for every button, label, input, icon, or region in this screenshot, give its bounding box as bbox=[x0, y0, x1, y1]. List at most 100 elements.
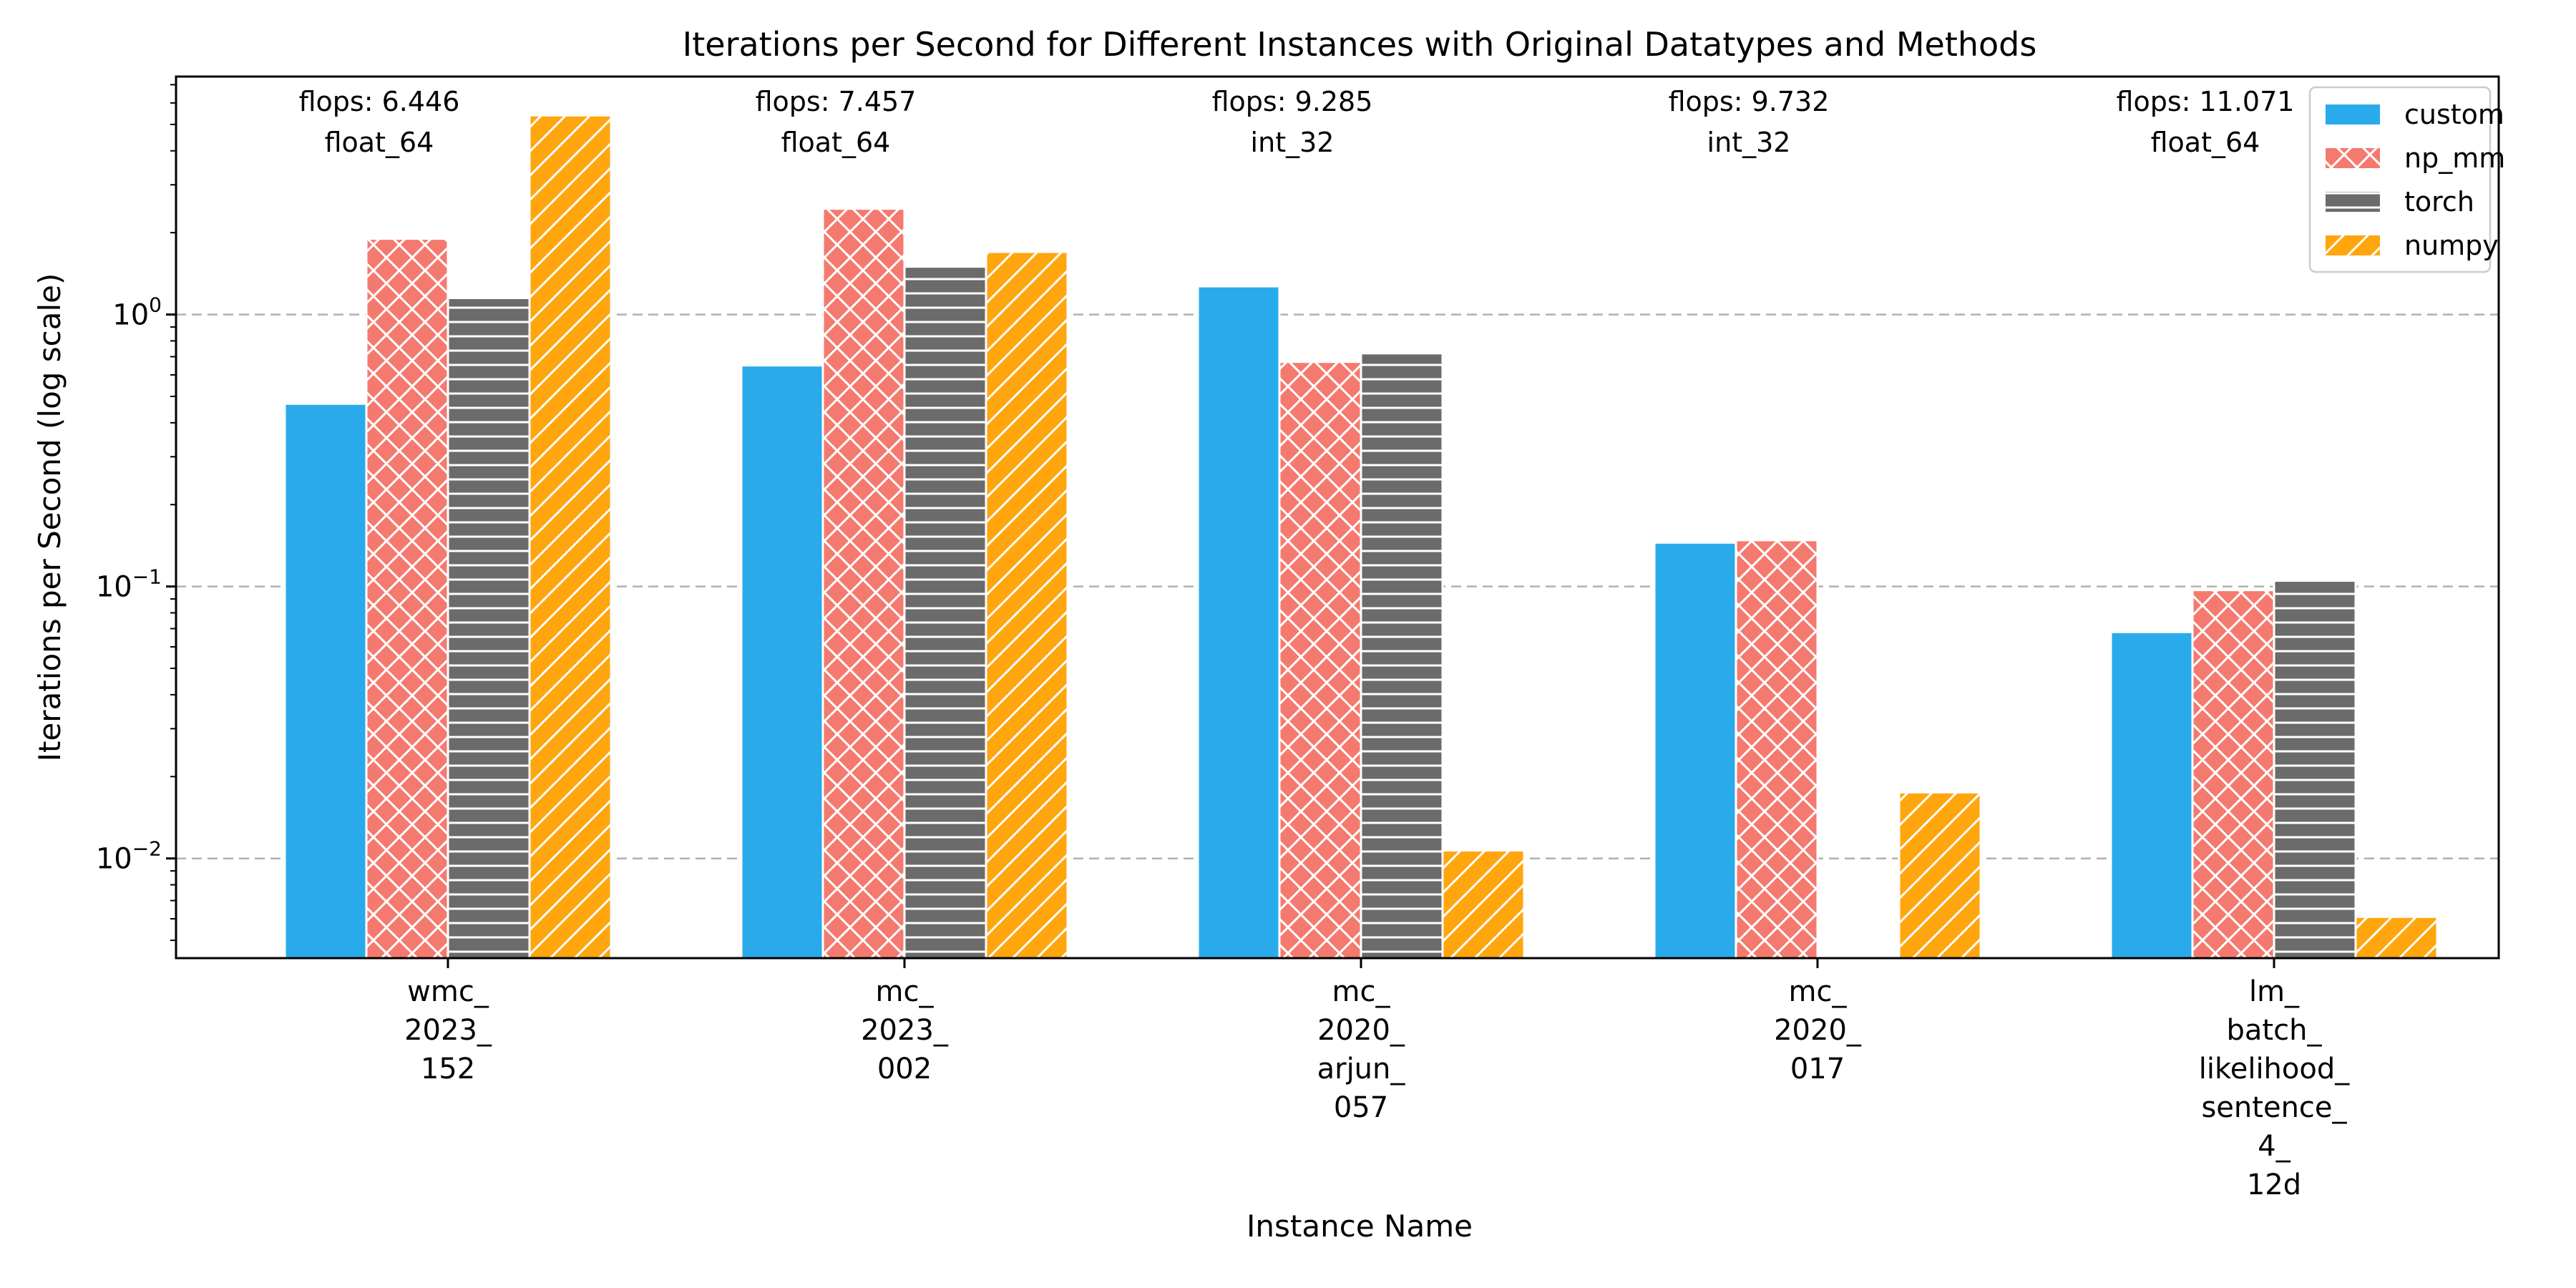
bar-custom bbox=[1653, 541, 1737, 960]
bar-hatch bbox=[904, 266, 986, 958]
legend-label: custom bbox=[2404, 99, 2504, 130]
legend-box bbox=[2308, 86, 2492, 273]
y-tick-base: 10 bbox=[96, 571, 132, 604]
bar-custom bbox=[740, 364, 824, 960]
annotation-dtype: int_32 bbox=[1707, 127, 1791, 158]
x-tick-label-line: 002 bbox=[877, 1053, 932, 1085]
y-axis-label: Iterations per Second (log scale) bbox=[32, 273, 67, 762]
annotation: flops: 7.457 float_64 bbox=[756, 86, 917, 158]
x-tick-label-line: 057 bbox=[1334, 1091, 1388, 1124]
bar-torch bbox=[2273, 580, 2357, 960]
bars bbox=[283, 114, 2439, 960]
annotation-flops: flops: 9.285 bbox=[1212, 86, 1373, 117]
chart-title: Iterations per Second for Different Inst… bbox=[683, 25, 2037, 64]
x-tick-label-line: mc_ bbox=[1332, 975, 1391, 1008]
y-tick-label: 10−1 bbox=[96, 565, 162, 604]
x-tick-label: mc_ 2023_ 002 bbox=[861, 975, 949, 1085]
x-axis-label: Instance Name bbox=[1246, 1209, 1473, 1244]
bar-np_mm bbox=[365, 238, 449, 960]
plot-frame bbox=[175, 75, 2500, 960]
annotation-flops: flops: 11.071 bbox=[2117, 86, 2295, 117]
x-tick-label-line: mc_ bbox=[876, 975, 935, 1008]
bar-torch bbox=[447, 297, 531, 960]
bar-numpy bbox=[528, 114, 613, 960]
legend-item-numpy: numpy bbox=[2326, 230, 2499, 261]
annotation-dtype: float_64 bbox=[325, 127, 434, 158]
bar-numpy bbox=[1441, 849, 1526, 960]
bar-hatch bbox=[823, 208, 904, 958]
y-tick-exponent: 0 bbox=[149, 293, 162, 317]
x-tick-label: lm_ batch_ likelihood_ sentence_ 4_ 12d bbox=[2199, 975, 2350, 1201]
bar-hatch bbox=[2192, 590, 2274, 958]
annotation-flops: flops: 6.446 bbox=[299, 86, 460, 117]
legend-label: numpy bbox=[2404, 230, 2499, 261]
annotation-flops: flops: 7.457 bbox=[756, 86, 917, 117]
bar-np_mm bbox=[1735, 539, 1819, 960]
bar-fill bbox=[1653, 541, 1737, 960]
bar-numpy bbox=[2354, 915, 2439, 960]
x-tick-label-line: 12d bbox=[2247, 1169, 2301, 1201]
bar-fill bbox=[2109, 630, 2194, 960]
bar-custom bbox=[283, 402, 368, 960]
x-tick-label-line: batch_ bbox=[2227, 1014, 2323, 1047]
bar-fill bbox=[283, 402, 368, 960]
x-tick-label-line: lm_ bbox=[2249, 975, 2300, 1008]
x-tick-label-line: 2020_ bbox=[1317, 1014, 1405, 1047]
x-tick-label: wmc_ 2023_ 152 bbox=[404, 975, 492, 1085]
annotation-dtype: float_64 bbox=[2151, 127, 2260, 158]
flops-annotations: flops: 6.446 float_64 flops: 7.457 float_64… bbox=[299, 86, 2295, 158]
legend-swatch-hatch bbox=[2326, 148, 2380, 168]
annotation: flops: 11.071 float_64 bbox=[2117, 86, 2295, 158]
x-tick-label-line: 017 bbox=[1790, 1053, 1845, 1085]
bar-numpy bbox=[1898, 791, 1982, 960]
bar-hatch bbox=[2356, 917, 2437, 958]
x-tick-label-line: 2023_ bbox=[404, 1014, 492, 1047]
bar-hatch bbox=[1736, 540, 1818, 958]
x-tick-label: mc_ 2020_ arjun_ 057 bbox=[1317, 975, 1406, 1124]
x-tick-label-line: wmc_ bbox=[407, 975, 489, 1008]
bar-hatch bbox=[448, 298, 530, 958]
bar-fill bbox=[1196, 285, 1281, 960]
y-tick-exponent: −1 bbox=[132, 565, 162, 589]
x-tick-label-line: 152 bbox=[421, 1053, 475, 1085]
y-tick-label: 10−2 bbox=[96, 837, 162, 876]
bar-numpy bbox=[985, 250, 1069, 960]
annotation: flops: 9.732 int_32 bbox=[1669, 86, 1830, 158]
x-tick-label-line: likelihood_ bbox=[2199, 1053, 2350, 1085]
y-tick-exponent: −2 bbox=[132, 837, 162, 861]
bar-hatch bbox=[1443, 850, 1524, 958]
bar-hatch bbox=[1899, 792, 1981, 958]
bar-hatch bbox=[530, 115, 611, 959]
annotation: flops: 6.446 float_64 bbox=[299, 86, 460, 158]
x-tick-label-line: mc_ bbox=[1789, 975, 1848, 1008]
legend-swatch-hatch bbox=[2326, 192, 2380, 212]
legend-label: torch bbox=[2404, 186, 2474, 218]
legend-item-custom: custom bbox=[2326, 99, 2504, 130]
x-tick-label-line: arjun_ bbox=[1317, 1053, 1406, 1085]
bar-hatch bbox=[2274, 580, 2356, 958]
legend-label: np_mm bbox=[2404, 142, 2505, 174]
bar-hatch bbox=[366, 238, 448, 959]
bar-custom bbox=[1196, 285, 1281, 960]
bar-custom bbox=[2109, 630, 2194, 960]
bar-hatch bbox=[1279, 361, 1361, 958]
bar-hatch bbox=[1361, 353, 1443, 958]
y-tick-base: 10 bbox=[112, 299, 149, 332]
legend-item-np_mm: np_mm bbox=[2326, 142, 2505, 174]
x-tick-label-line: 2023_ bbox=[861, 1014, 949, 1047]
bar-hatch bbox=[986, 251, 1068, 958]
bar-torch bbox=[1360, 352, 1444, 960]
annotation-dtype: float_64 bbox=[781, 127, 891, 158]
legend-swatch bbox=[2326, 104, 2380, 125]
annotation-flops: flops: 9.732 bbox=[1669, 86, 1830, 117]
bar-torch bbox=[903, 265, 987, 960]
x-tick-label-line: sentence_ bbox=[2201, 1091, 2347, 1124]
bar-np_mm bbox=[2191, 589, 2275, 960]
x-tick-label: mc_ 2020_ 017 bbox=[1774, 975, 1862, 1085]
annotation-dtype: int_32 bbox=[1251, 127, 1335, 158]
y-tick-label: 100 bbox=[112, 293, 162, 332]
x-tick-label-line: 2020_ bbox=[1774, 1014, 1862, 1047]
